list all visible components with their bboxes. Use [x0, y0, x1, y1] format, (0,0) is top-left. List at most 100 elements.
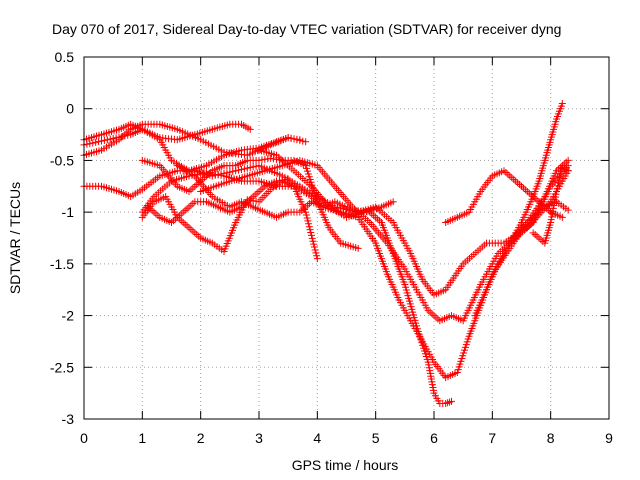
- data-point: [249, 163, 257, 171]
- data-point: [100, 136, 108, 144]
- data-point: [252, 197, 260, 205]
- data-point: [112, 134, 120, 142]
- data-point: [95, 138, 103, 146]
- data-point: [211, 170, 219, 178]
- plot-frame: [83, 56, 610, 420]
- data-point: [261, 155, 269, 163]
- data-point: [303, 214, 311, 222]
- data-point: [299, 137, 307, 145]
- data-point: [281, 176, 289, 184]
- x-tick-label: 2: [197, 430, 205, 446]
- y-tick-label: -0.5: [50, 152, 74, 168]
- data-point: [86, 140, 94, 148]
- x-tick-label: 9: [605, 430, 613, 446]
- data-point: [564, 206, 572, 214]
- data-point: [293, 135, 301, 143]
- data-point: [311, 246, 319, 254]
- data-point: [389, 198, 397, 206]
- data-point: [267, 154, 275, 162]
- y-tick-label: -2.5: [50, 359, 74, 375]
- data-point: [109, 134, 117, 142]
- data-point: [115, 133, 123, 141]
- data-point: [313, 255, 321, 263]
- x-axis-label: GPS time / hours: [292, 457, 399, 473]
- x-tick-label: 7: [488, 430, 496, 446]
- data-point: [296, 136, 304, 144]
- data-point: [302, 211, 310, 219]
- data-point: [308, 231, 315, 239]
- data-point: [556, 173, 564, 181]
- data-point: [255, 156, 263, 164]
- data-point: [448, 397, 455, 405]
- data-point: [354, 244, 362, 252]
- series-arc-1: [80, 120, 254, 144]
- data-point: [557, 167, 565, 175]
- data-point: [302, 138, 310, 146]
- data-point: [226, 168, 234, 176]
- data-point: [240, 165, 248, 173]
- data-point: [553, 185, 561, 193]
- data-point: [246, 164, 254, 172]
- data-point: [310, 243, 318, 251]
- data-point: [124, 131, 132, 139]
- data-point: [284, 175, 292, 183]
- data-point: [307, 229, 315, 237]
- data-point: [273, 177, 280, 185]
- x-tick-label: 1: [138, 430, 146, 446]
- data-point: [554, 182, 562, 190]
- data-point: [290, 135, 298, 143]
- series-arc-11: [255, 146, 397, 221]
- y-tick-label: 0.5: [55, 49, 75, 65]
- data-point: [121, 132, 129, 140]
- chart-title: Day 070 of 2017, Sidereal Day-to-day VTE…: [52, 21, 561, 37]
- data-point: [275, 177, 283, 185]
- data-point: [235, 166, 243, 174]
- data-point: [103, 136, 111, 144]
- data-point: [304, 217, 312, 225]
- x-tick-label: 8: [547, 430, 555, 446]
- data-point: [308, 234, 316, 242]
- data-point: [89, 139, 97, 147]
- y-tick-label: -2: [62, 308, 75, 324]
- data-point: [98, 137, 105, 145]
- series-arc-7: [138, 154, 362, 252]
- series-arc-3: [80, 125, 304, 175]
- data-point: [553, 187, 560, 195]
- data-point: [217, 171, 225, 179]
- data-point: [564, 167, 572, 175]
- data-point: [197, 170, 205, 178]
- data-point: [238, 165, 245, 173]
- data-point: [556, 170, 564, 178]
- data-point: [243, 164, 251, 172]
- data-point: [83, 140, 91, 148]
- data-point: [310, 240, 318, 248]
- data-point: [302, 208, 310, 216]
- data-point: [287, 134, 295, 142]
- series-arc-14: [506, 100, 566, 247]
- y-tick-labels: 0.5 0 -0.5 -1 -1.5 -2 -2.5 -3: [50, 49, 74, 427]
- x-tick-label: 5: [372, 430, 380, 446]
- data-point: [92, 138, 100, 146]
- data-point: [309, 237, 317, 245]
- data-point: [306, 226, 314, 234]
- data-point: [558, 213, 566, 221]
- series-arc-10: [144, 175, 292, 226]
- data-point: [214, 171, 222, 179]
- y-tick-label: -1: [62, 204, 75, 220]
- data-point: [106, 135, 114, 143]
- data-series: [80, 100, 572, 407]
- data-point: [558, 100, 566, 108]
- y-axis-label: SDTVAR / TECUs: [7, 182, 23, 294]
- y-tick-label: -3: [62, 411, 75, 427]
- data-point: [305, 223, 313, 231]
- data-point: [284, 134, 292, 142]
- data-point: [305, 220, 313, 228]
- axis-ticks: [83, 56, 610, 420]
- data-point: [312, 249, 320, 257]
- data-point: [246, 125, 254, 133]
- data-point: [278, 176, 286, 184]
- data-point: [313, 252, 321, 260]
- data-point: [258, 156, 266, 164]
